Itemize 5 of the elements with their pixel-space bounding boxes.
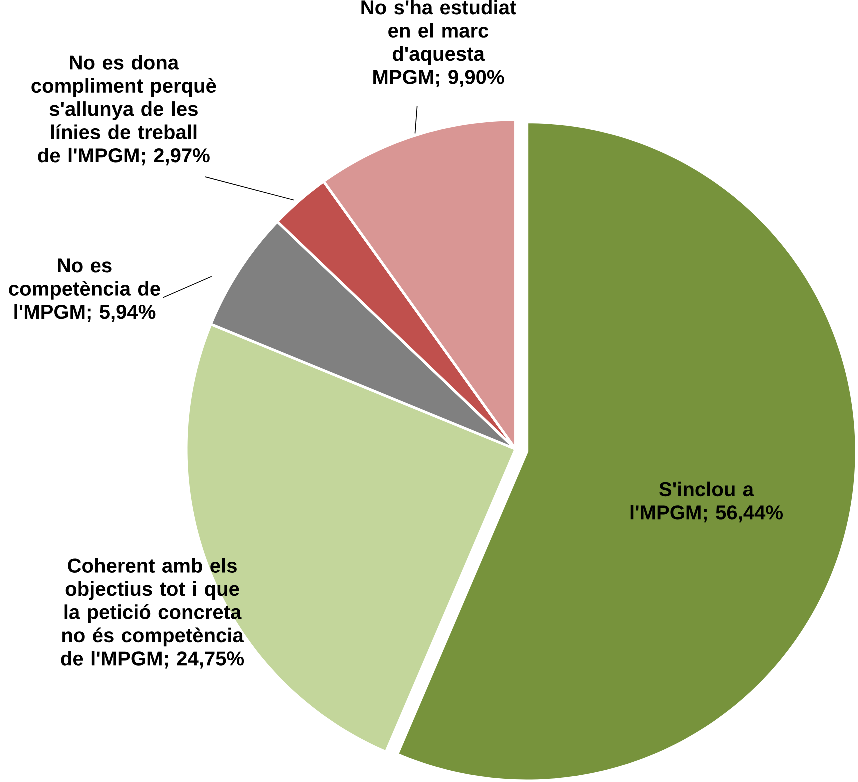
slice-label: No es dona compliment perquè s'allunya de les línies de treball de l'MPGM; 2,97% (32, 54, 216, 166)
slice-label: Coherent amb els objectius tot i que la petició concreta no és competència de l'MPGM; 24,75% (61, 558, 244, 669)
slice-label: S'inclou a l'MPGM; 56,44% (630, 482, 784, 522)
slice-label: No es competència de l'MPGM; 5,94% (9, 258, 160, 322)
slice-label: No s'ha estudiat en el marc d'aquesta MPGM; 9,90% (362, 0, 516, 88)
